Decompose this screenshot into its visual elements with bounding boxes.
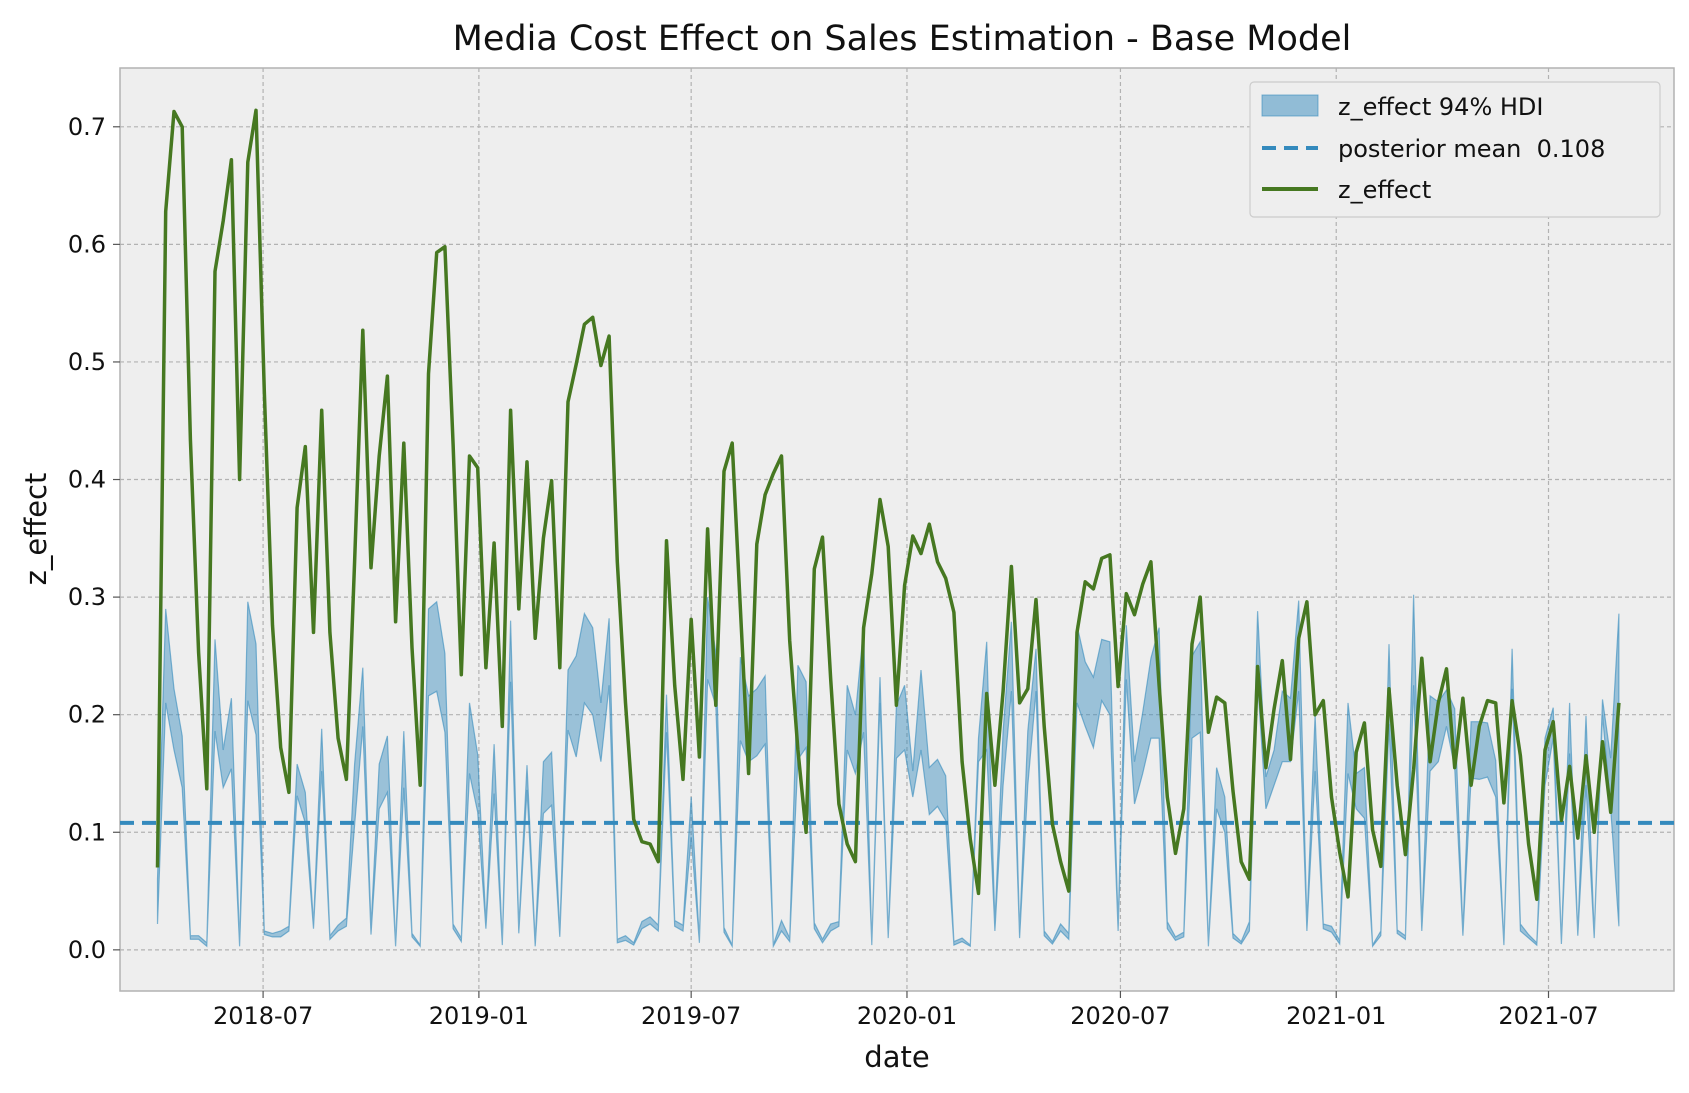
hdi-band-area [156, 594, 1620, 949]
y-tick-label: 0.7 [68, 113, 106, 141]
x-tick-label: 2018-07 [213, 1002, 313, 1030]
x-axis-label: date [864, 1040, 929, 1074]
z-effect-line [155, 108, 1621, 902]
z-effect-series [155, 108, 1621, 902]
y-tick-label: 0.0 [68, 936, 106, 964]
y-tick-label: 0.1 [68, 818, 106, 846]
legend-hdi-swatch [1261, 94, 1319, 117]
x-tick-label: 2020-07 [1070, 1002, 1170, 1030]
y-tick-label: 0.2 [68, 701, 106, 729]
legend: z_effect 94% HDI posterior mean 0.108 z_… [1249, 81, 1661, 218]
x-tick-label: 2021-07 [1498, 1002, 1598, 1030]
legend-effect-label: z_effect [1338, 176, 1431, 204]
y-tick-label: 0.6 [68, 230, 106, 258]
x-tick-label: 2021-01 [1286, 1002, 1386, 1030]
plot-area [119, 67, 1675, 992]
chart-title: Media Cost Effect on Sales Estimation - … [453, 19, 1352, 59]
x-tick-label: 2019-01 [429, 1002, 529, 1030]
x-axis: 2018-07 2019-01 2019-07 2020-01 2020-07 2021-… [213, 991, 1599, 1030]
legend-hdi-label: z_effect 94% HDI [1338, 93, 1543, 121]
y-tick-label: 0.4 [68, 466, 106, 494]
y-tick-label: 0.3 [68, 583, 106, 611]
y-axis-label: z_effect [19, 473, 53, 586]
legend-mean-label: posterior mean 0.108 [1338, 135, 1605, 163]
y-tick-label: 0.5 [68, 348, 106, 376]
hdi-band [156, 594, 1620, 949]
y-axis: 0.0 0.1 0.2 0.3 0.4 0.5 0.6 0.7 [68, 113, 120, 964]
x-tick-label: 2019-07 [641, 1002, 741, 1030]
legend-box [1249, 81, 1661, 218]
x-tick-label: 2020-01 [857, 1002, 957, 1030]
